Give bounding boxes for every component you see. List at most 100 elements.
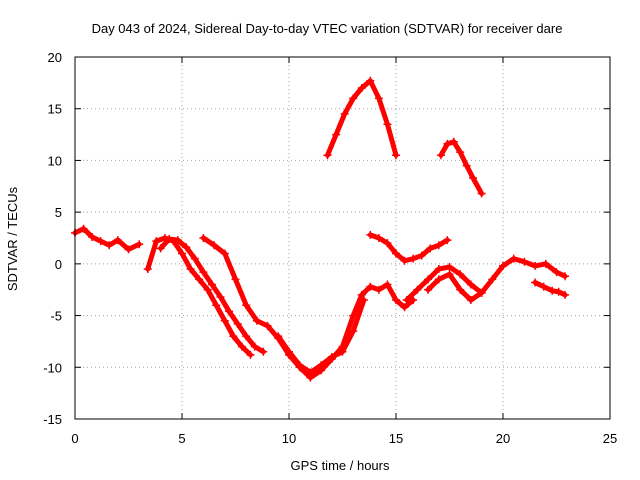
data-point xyxy=(366,76,375,85)
data-point xyxy=(417,251,426,260)
series-arc-2 xyxy=(143,234,255,359)
series-line xyxy=(532,279,568,298)
data-point xyxy=(340,109,349,118)
y-axis-title: SDTVAR / TECUs xyxy=(5,186,20,291)
data-point xyxy=(165,235,174,244)
data-point xyxy=(445,262,454,271)
series-line xyxy=(72,226,142,252)
data-point xyxy=(436,151,445,160)
series-arc-4 xyxy=(199,234,418,382)
data-point xyxy=(392,249,400,258)
data-point xyxy=(456,285,465,294)
data-point xyxy=(349,327,358,336)
data-point xyxy=(531,261,540,270)
data-point xyxy=(477,189,486,198)
series-arc-1 xyxy=(71,224,144,254)
y-tick-label: 0 xyxy=(55,257,62,272)
series-arc-3 xyxy=(156,235,268,356)
data-point xyxy=(203,285,212,294)
data-point xyxy=(199,234,208,242)
data-point xyxy=(285,347,293,356)
data-point xyxy=(317,361,326,370)
data-point xyxy=(190,254,199,263)
axis-ticks: 0 5 10 15 20 25 -15 -10 -5 0 5 10 15 20 xyxy=(43,50,617,446)
data-point xyxy=(186,265,195,274)
data-point xyxy=(434,275,443,284)
data-point xyxy=(152,237,161,246)
data-point xyxy=(554,287,563,296)
y-tick-label: 15 xyxy=(48,102,62,117)
data-point xyxy=(242,301,251,310)
x-tick-label: 5 xyxy=(178,431,185,446)
data-point xyxy=(499,261,507,270)
series-arc-10 xyxy=(436,137,486,198)
data-point xyxy=(178,249,186,258)
data-point xyxy=(210,241,219,250)
data-point xyxy=(426,244,435,253)
data-points xyxy=(71,76,570,382)
data-point xyxy=(539,282,548,291)
data-point xyxy=(392,151,400,160)
data-point xyxy=(434,241,443,250)
series-arc-9 xyxy=(424,270,486,305)
data-point xyxy=(456,270,465,279)
series-arc-6 xyxy=(323,76,400,160)
data-point xyxy=(220,316,229,325)
data-point xyxy=(443,139,452,148)
series-line xyxy=(404,256,568,303)
data-point xyxy=(274,332,283,341)
data-point xyxy=(413,285,422,294)
series-line xyxy=(438,139,485,197)
data-point xyxy=(561,290,570,299)
series-arc-11 xyxy=(531,278,570,299)
data-point xyxy=(199,268,208,277)
data-point xyxy=(449,137,458,146)
data-point xyxy=(323,151,332,160)
data-point xyxy=(488,275,497,284)
data-point xyxy=(96,237,105,246)
data-point xyxy=(374,234,383,242)
grid xyxy=(75,57,610,419)
data-point xyxy=(520,257,529,266)
data-point xyxy=(443,236,452,245)
data-point xyxy=(402,296,411,305)
data-point xyxy=(541,259,550,268)
data-point xyxy=(237,342,246,351)
data-point xyxy=(400,256,409,265)
x-tick-label: 20 xyxy=(496,431,510,446)
series-line xyxy=(425,271,485,303)
y-tick-label: 20 xyxy=(48,50,62,65)
data-point xyxy=(366,282,375,291)
data-point xyxy=(246,350,255,359)
data-point xyxy=(359,296,368,305)
data-point xyxy=(456,148,465,157)
series-line xyxy=(145,235,253,358)
x-tick-label: 0 xyxy=(71,431,78,446)
data-point xyxy=(229,332,238,341)
y-tick-label: 5 xyxy=(55,205,62,220)
data-point xyxy=(383,120,392,129)
data-point xyxy=(357,84,366,93)
data-point xyxy=(332,130,341,139)
data-point xyxy=(225,307,234,316)
data-point xyxy=(220,249,229,258)
data-point xyxy=(233,319,242,328)
data-point xyxy=(374,285,383,294)
data-point xyxy=(531,278,540,287)
data-point xyxy=(477,288,486,297)
data-point xyxy=(231,275,240,284)
data-point xyxy=(349,94,358,103)
data-point xyxy=(306,368,315,377)
y-tick-label: -10 xyxy=(43,360,62,375)
data-point xyxy=(383,280,392,289)
data-point xyxy=(250,342,259,351)
x-tick-label: 25 xyxy=(603,431,617,446)
series-arc-8 xyxy=(402,254,570,305)
data-point xyxy=(374,94,383,103)
data-point xyxy=(216,292,225,301)
data-point xyxy=(79,224,88,233)
data-point xyxy=(466,296,475,305)
data-point xyxy=(383,239,392,248)
x-tick-label: 10 xyxy=(282,431,296,446)
data-point xyxy=(424,285,433,294)
